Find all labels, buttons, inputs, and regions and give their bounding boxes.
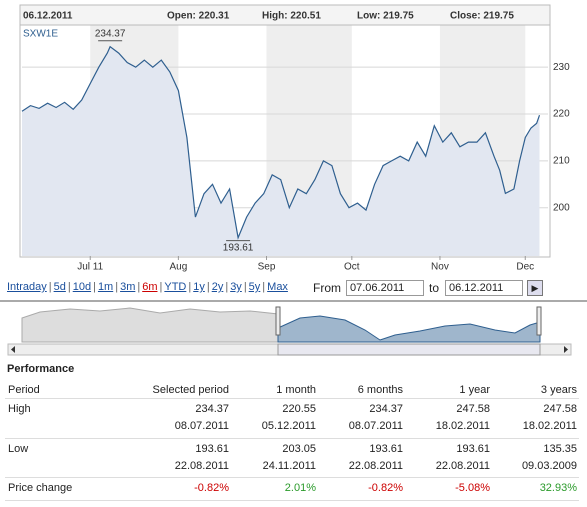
to-label: to	[429, 281, 440, 295]
table-cell: 09.03.2009	[521, 460, 577, 472]
y-tick-label: 220	[553, 109, 570, 120]
navigator-handle[interactable]	[275, 306, 281, 336]
column-header: 1 month	[276, 384, 316, 396]
separator: |	[188, 281, 192, 293]
plot	[21, 45, 548, 257]
header-open: Open: 220.31	[167, 11, 230, 22]
column-header: Selected period	[152, 384, 229, 396]
table-cell: 247.58	[543, 403, 577, 415]
table-cell: 32.93%	[539, 482, 577, 494]
column-header: Period	[8, 384, 40, 396]
navigator-handle[interactable]	[536, 306, 542, 336]
row-separator	[5, 500, 579, 501]
range-link[interactable]: 5y	[248, 281, 261, 293]
separator: |	[159, 281, 163, 293]
x-tick-label: Sep	[258, 262, 276, 273]
table-cell: 193.61	[195, 443, 229, 455]
table-cell: -0.82%	[368, 482, 403, 494]
range-link[interactable]: Intraday	[7, 281, 47, 293]
max-label: 234.37	[95, 28, 126, 39]
range-link[interactable]: 3y	[230, 281, 242, 293]
y-tick-label: 200	[553, 202, 570, 213]
range-link[interactable]: 2y	[211, 281, 224, 293]
table-cell: Price change	[8, 482, 73, 494]
header-bar	[19, 4, 551, 26]
go-button[interactable]: ▶	[527, 280, 543, 296]
x-tick-label: Dec	[516, 262, 534, 273]
separator: |	[206, 281, 210, 293]
x-tick-label: Aug	[169, 262, 187, 273]
column-header: 3 years	[540, 384, 577, 396]
header-close: Close: 219.75	[450, 11, 514, 22]
separator: |	[67, 281, 71, 293]
table-cell: 22.08.2011	[174, 460, 229, 472]
table-cell: 18.02.2011	[522, 420, 577, 432]
header-low: Low: 219.75	[357, 11, 414, 22]
scroll-right[interactable]	[564, 346, 568, 353]
table-cell: 05.12.2011	[261, 420, 316, 432]
table-cell: -5.08%	[455, 482, 490, 494]
separator: |	[115, 281, 119, 293]
table-cell: 193.61	[369, 443, 403, 455]
table-cell: 193.61	[456, 443, 490, 455]
row-separator	[5, 438, 579, 439]
range-link[interactable]: YTD	[164, 281, 187, 293]
scrollbar-thumb[interactable]	[277, 343, 541, 356]
separator: |	[48, 281, 52, 293]
from-input[interactable]: 07.06.2011	[346, 280, 424, 296]
row-separator	[5, 477, 579, 478]
y-tick-label: 210	[553, 156, 570, 167]
range-link[interactable]: 1m	[97, 281, 114, 293]
x-tick-label: Jul 11	[77, 262, 103, 273]
table-cell: 203.05	[282, 443, 316, 455]
to-input[interactable]: 06.12.2011	[445, 280, 523, 296]
table-cell: 22.08.2011	[348, 460, 403, 472]
header-date: 06.12.2011	[23, 11, 73, 22]
table-cell: 08.07.2011	[174, 420, 229, 432]
table-cell: 08.07.2011	[348, 420, 403, 432]
separator: |	[262, 281, 266, 293]
separator: |	[137, 281, 141, 293]
series-name: SXW1E	[23, 29, 58, 40]
navigator-selection	[277, 315, 541, 343]
range-link[interactable]: 5d	[53, 281, 66, 293]
table-cell: -0.82%	[194, 482, 229, 494]
table-cell: 234.37	[195, 403, 229, 415]
header-high: High: 220.51	[262, 11, 321, 22]
row-separator	[5, 398, 579, 399]
range-links: Intraday | 5d | 10d | 1m | 3m | 6m | YTD | 1y | 2y | 3y | 5y…	[7, 281, 288, 293]
table-cell: 18.02.2011	[435, 420, 490, 432]
range-link[interactable]: 6m	[142, 281, 158, 293]
table-cell: High	[8, 403, 31, 415]
y-tick-label: 230	[553, 62, 570, 73]
navigator-history	[21, 307, 279, 343]
column-header: 1 year	[459, 384, 490, 396]
table-cell: 2.01%	[284, 482, 316, 494]
line	[21, 45, 541, 240]
table-cell: 22.08.2011	[435, 460, 490, 472]
separator: |	[243, 281, 247, 293]
from-label: From	[313, 281, 341, 295]
min-label: 193.61	[223, 242, 254, 253]
range-link[interactable]: Max	[267, 281, 288, 293]
x-tick-label: Nov	[431, 262, 449, 273]
area	[22, 46, 540, 257]
column-header: 6 months	[357, 384, 403, 396]
range-link[interactable]: 3m	[120, 281, 136, 293]
table-cell: 24.11.2011	[262, 460, 316, 472]
scroll-left[interactable]	[11, 346, 15, 353]
x-tick-label: Oct	[344, 262, 360, 273]
range-link[interactable]: 1y	[193, 281, 205, 293]
table-cell: 220.55	[282, 403, 316, 415]
performance-title: Performance	[7, 363, 75, 375]
table-cell: Low	[8, 443, 29, 455]
table-cell: 234.37	[369, 403, 403, 415]
separator: |	[225, 281, 229, 293]
table-cell: 247.58	[456, 403, 490, 415]
separator: |	[93, 281, 96, 293]
range-link[interactable]: 10d	[72, 281, 92, 293]
table-cell: 135.35	[543, 443, 577, 455]
chart: 06.12.2011 Open: 220.31 High: 220.51 Low…	[0, 4, 587, 356]
